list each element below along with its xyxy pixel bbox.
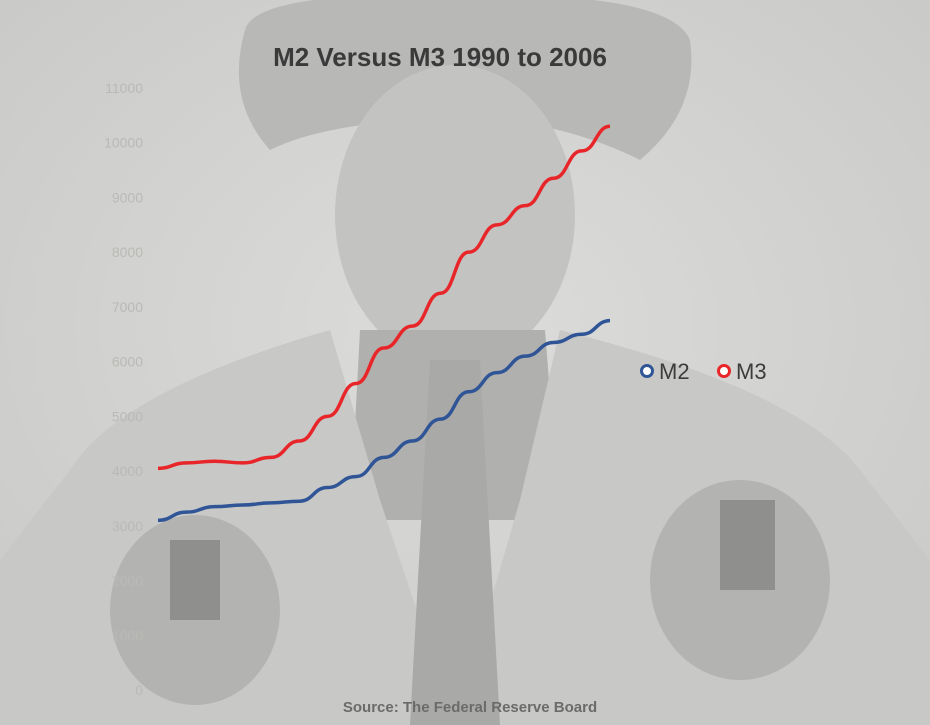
y-tick-label: 0 <box>135 682 143 698</box>
y-tick-label: 5000 <box>112 408 143 424</box>
y-tick-label: 2000 <box>112 573 143 589</box>
chart-title: M2 Versus M3 1990 to 2006 <box>273 42 607 72</box>
legend-label-m3: M3 <box>736 359 767 384</box>
series-lines <box>157 124 611 523</box>
source-note: Source: The Federal Reserve Board <box>343 699 597 716</box>
y-tick-label: 9000 <box>112 189 143 205</box>
y-tick-label: 8000 <box>112 244 143 260</box>
legend-marker-m3 <box>717 364 731 378</box>
y-tick-label: 3000 <box>112 518 143 534</box>
y-tick-label: 1000 <box>112 627 143 643</box>
y-tick-label: 11000 <box>105 80 143 96</box>
series-line-m3 <box>157 124 611 471</box>
legend: M2 M3 <box>640 359 767 384</box>
y-tick-label: 4000 <box>112 463 143 479</box>
legend-label-m2: M2 <box>659 359 690 384</box>
y-tick-label: 7000 <box>112 299 143 315</box>
legend-marker-m2 <box>640 364 654 378</box>
y-tick-label: 10000 <box>104 135 143 151</box>
series-line-m2 <box>157 318 611 523</box>
y-axis-ticks: 0 1000 2000 3000 4000 5000 6000 7000 8000 9000 100… <box>104 80 143 698</box>
y-tick-label: 6000 <box>112 354 143 370</box>
